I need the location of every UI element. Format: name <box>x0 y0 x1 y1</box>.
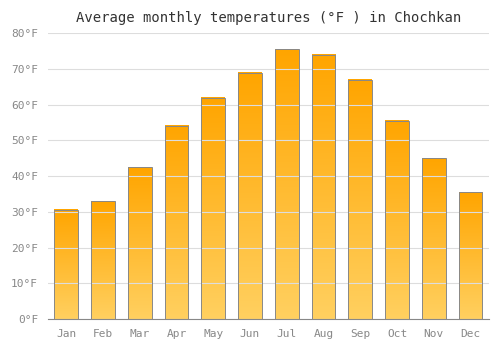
Bar <box>54 210 78 319</box>
Bar <box>422 158 446 319</box>
Bar <box>202 98 225 319</box>
Bar <box>128 167 152 319</box>
Bar <box>348 80 372 319</box>
Bar <box>385 121 409 319</box>
Title: Average monthly temperatures (°F ) in Chochkan: Average monthly temperatures (°F ) in Ch… <box>76 11 461 25</box>
Bar <box>275 49 298 319</box>
Bar <box>164 126 188 319</box>
Bar <box>312 55 336 319</box>
Bar <box>238 72 262 319</box>
Bar <box>458 192 482 319</box>
Bar <box>91 201 115 319</box>
